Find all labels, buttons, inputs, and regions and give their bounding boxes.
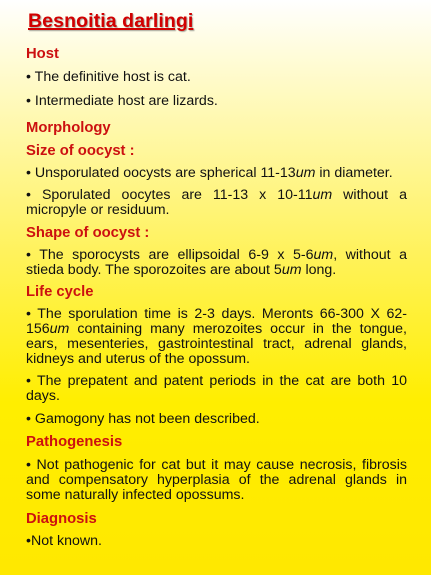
- size-item-1-text: • Unsporulated oocysts are spherical 11-…: [26, 165, 296, 181]
- slide-title: Besnoitia darlingi: [28, 10, 194, 32]
- heading-host: Host: [26, 46, 59, 62]
- pathogenesis-item: • Not pathogenic for cat but it may caus…: [26, 457, 407, 503]
- life-cycle-item-1-unit: um: [49, 321, 70, 337]
- shape-item: • The sporocysts are ellipsoidal 6-9 x 5…: [26, 248, 407, 278]
- host-item-2: • Intermediate host are lizards.: [26, 93, 218, 109]
- size-item-2: • Sporulated oocytes are 11-13 x 10-11um…: [26, 188, 407, 218]
- life-cycle-item-3: • Gamogony has not been described.: [26, 411, 260, 427]
- heading-pathogenesis: Pathogenesis: [26, 434, 123, 450]
- size-item-1-tail: in diameter.: [315, 165, 393, 181]
- life-cycle-item-1-tail: containing many merozoites occur in the …: [26, 321, 407, 367]
- heading-diagnosis: Diagnosis: [26, 511, 97, 527]
- shape-item-text-c: long.: [301, 262, 337, 278]
- diagnosis-item: •Not known.: [26, 533, 102, 549]
- heading-size-of-oocyst: Size of oocyst :: [26, 143, 135, 159]
- size-item-1-unit: um: [295, 165, 316, 181]
- size-item-1: • Unsporulated oocysts are spherical 11-…: [26, 166, 407, 181]
- life-cycle-item-1-text: • The sporulation time is 2-3 days. Mero…: [26, 306, 407, 337]
- life-cycle-item-2: • The prepatent and patent periods in th…: [26, 373, 407, 404]
- shape-item-text-a: • The sporocysts are ellipsoidal 6-9 x 5…: [26, 247, 314, 263]
- heading-shape-of-oocyst: Shape of oocyst :: [26, 225, 150, 241]
- heading-morphology: Morphology: [26, 120, 111, 136]
- life-cycle-item-1: • The sporulation time is 2-3 days. Mero…: [26, 307, 407, 367]
- size-item-2-tail: without a micropyle or residuum.: [26, 187, 407, 218]
- size-item-2-unit: um: [312, 187, 333, 203]
- shape-item-unit-2: um: [281, 262, 302, 278]
- shape-item-text-b: , without a stieda body. The sporozoites…: [26, 247, 407, 278]
- size-item-2-text: • Sporulated oocytes are 11-13 x 10-11: [26, 187, 313, 203]
- heading-life-cycle: Life cycle: [26, 284, 94, 300]
- host-item-1: • The definitive host is cat.: [26, 69, 191, 85]
- shape-item-unit-1: um: [313, 247, 334, 263]
